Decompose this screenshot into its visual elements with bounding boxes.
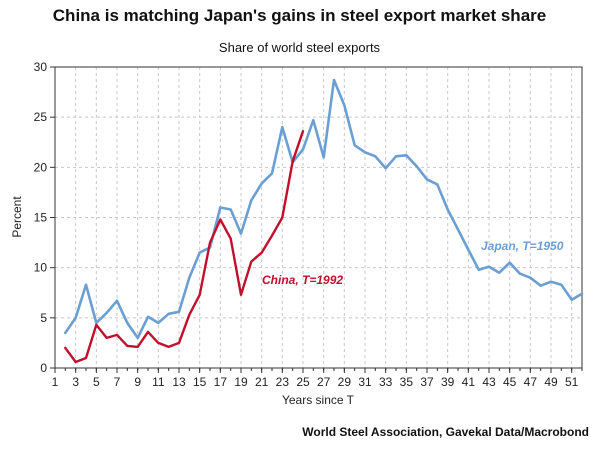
y-tick-label: 0 (40, 361, 47, 375)
x-tick-label: 1 (52, 375, 59, 389)
x-tick-label: 41 (462, 375, 476, 389)
x-tick-label: 27 (317, 375, 331, 389)
y-axis-label: Percent (10, 196, 24, 238)
x-tick-label: 37 (420, 375, 434, 389)
x-axis-label: Years since T (282, 393, 355, 407)
y-tick-label: 10 (34, 261, 48, 275)
source-note: World Steel Association, Gavekal Data/Ma… (302, 425, 589, 439)
x-tick-label: 19 (234, 375, 248, 389)
series-line-china (64, 129, 305, 364)
x-tick-label: 39 (441, 375, 455, 389)
x-axis: 1 3 5 7 9 11 13 15 17 19 21 23 25 27 29 31 33 35 37 39 41 43 4… (52, 368, 583, 389)
y-tick-label: 15 (34, 211, 48, 225)
x-tick-label: 21 (255, 375, 269, 389)
y-tick-label: 5 (40, 311, 47, 325)
y-tick-label: 25 (34, 110, 48, 124)
x-tick-label: 15 (193, 375, 207, 389)
x-tick-label: 25 (296, 375, 310, 389)
x-tick-label: 9 (134, 375, 141, 389)
series-line-japan (64, 78, 584, 340)
chart-title: China is matching Japan's gains in steel… (52, 6, 547, 25)
x-tick-label: 31 (358, 375, 372, 389)
series-lines (64, 78, 584, 364)
x-tick-label: 3 (72, 375, 79, 389)
y-tick-label: 30 (34, 60, 48, 74)
x-tick-label: 35 (400, 375, 414, 389)
x-tick-label: 17 (214, 375, 228, 389)
x-tick-label: 5 (93, 375, 100, 389)
x-tick-label: 47 (524, 375, 538, 389)
x-tick-label: 13 (172, 375, 186, 389)
y-axis: 0 5 10 15 20 25 30 (34, 60, 55, 375)
grid-lines (55, 67, 582, 368)
x-tick-label: 7 (114, 375, 121, 389)
x-tick-label: 29 (338, 375, 352, 389)
x-tick-label: 43 (482, 375, 496, 389)
x-tick-label: 23 (276, 375, 290, 389)
x-tick-label: 51 (565, 375, 579, 389)
x-tick-label: 33 (379, 375, 393, 389)
x-tick-label: 45 (503, 375, 517, 389)
y-tick-label: 20 (34, 160, 48, 174)
series-label-japan: Japan, T=1950 (481, 239, 564, 253)
series-label-china: China, T=1992 (262, 273, 343, 287)
chart-subtitle: Share of world steel exports (218, 40, 381, 55)
x-tick-label: 11 (152, 375, 165, 389)
x-tick-label: 49 (544, 375, 558, 389)
